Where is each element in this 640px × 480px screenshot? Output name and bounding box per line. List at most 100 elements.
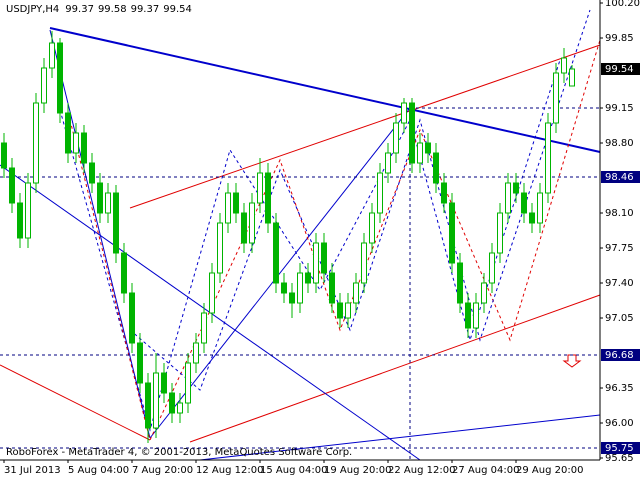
y-tick-label: 100.20 [605, 0, 640, 9]
candle-body [393, 122, 399, 154]
candle-body [105, 192, 111, 214]
chart-header: USDJPY,H4 99.37 99.58 99.37 99.54 [6, 4, 192, 15]
candle-body [529, 212, 535, 224]
candle-body [65, 112, 71, 154]
candle-body [417, 142, 423, 164]
candle-body [289, 292, 295, 304]
candle-body [257, 172, 263, 204]
header-close: 99.54 [163, 4, 192, 15]
x-tick-label: 31 Jul 2013 [4, 465, 61, 476]
x-tick-label: 19 Aug 20:00 [324, 465, 391, 476]
level-label: 98.46 [605, 172, 634, 183]
candle-body [209, 272, 215, 314]
candle-body [561, 57, 567, 74]
candle-body [153, 372, 159, 429]
x-tick-label: 22 Aug 12:00 [388, 465, 455, 476]
candle-body [425, 142, 431, 154]
candle-body [81, 132, 87, 164]
header-open: 99.37 [65, 4, 94, 15]
candle-body [545, 122, 551, 194]
candle-body [225, 192, 231, 224]
candle-body [457, 262, 463, 304]
footer: RoboForex - MetaTrader 4, © 2001-2013, M… [6, 447, 352, 458]
level-box [601, 171, 640, 183]
x-tick-label: 29 Aug 20:00 [516, 465, 583, 476]
candle-body [193, 342, 199, 364]
candle-body [49, 42, 55, 69]
candle-body [513, 182, 519, 194]
candle-body [201, 312, 207, 344]
candle-body [121, 252, 127, 294]
candle-body [409, 102, 415, 164]
candle-body [361, 242, 367, 284]
header-low: 99.37 [131, 4, 160, 15]
current-price: 99.54 [605, 64, 634, 75]
y-tick-label: 96.00 [605, 418, 634, 429]
candle-body [25, 182, 31, 239]
candle-body [433, 152, 439, 184]
y-tick-label: 98.10 [605, 208, 634, 219]
candle-body [345, 302, 351, 319]
y-tick-label: 97.40 [605, 278, 634, 289]
candle-body [17, 202, 23, 239]
candle-body [73, 132, 79, 154]
y-tick-label: 95.65 [605, 453, 634, 464]
candle-body [177, 402, 183, 414]
candle-body [337, 302, 343, 319]
candle-body [57, 42, 63, 114]
candle-body [161, 372, 167, 394]
level-box [601, 349, 640, 361]
x-tick-label: 15 Aug 04:00 [260, 465, 327, 476]
y-tick-label: 97.75 [605, 243, 634, 254]
x-tick-label: 7 Aug 20:00 [132, 465, 193, 476]
candle-body [569, 68, 575, 87]
header-high: 99.58 [98, 4, 127, 15]
candle-body [553, 72, 559, 124]
candle-body [377, 172, 383, 214]
candle-body [273, 222, 279, 284]
candle-body [241, 212, 247, 244]
candle-body [449, 202, 455, 264]
candle-body [321, 242, 327, 274]
candle-body [313, 242, 319, 284]
candle-body [89, 162, 95, 184]
y-tick-label: 97.05 [605, 313, 634, 324]
candle-body [9, 167, 15, 204]
x-tick-label: 12 Aug 12:00 [196, 465, 263, 476]
level-label: 96.68 [605, 350, 634, 361]
candle-body [145, 382, 151, 429]
x-tick-label: 27 Aug 04:00 [452, 465, 519, 476]
candle-body [169, 392, 175, 414]
level-label: 95.75 [605, 443, 634, 454]
candle-body [353, 282, 359, 304]
candle-body [217, 222, 223, 274]
candle-body [1, 142, 7, 169]
y-tick-label: 98.80 [605, 138, 634, 149]
candle-body [505, 182, 511, 214]
candle-body [297, 272, 303, 304]
candle-body [137, 342, 143, 384]
candle-body [441, 182, 447, 204]
candle-body [97, 182, 103, 214]
chart-title: USDJPY,H4 [6, 4, 59, 15]
candle-body [497, 212, 503, 254]
candle-body [473, 302, 479, 329]
candle-body [233, 192, 239, 214]
candle-body [305, 272, 311, 284]
candle-body [33, 102, 39, 184]
candle-body [281, 282, 287, 294]
level-box [601, 442, 640, 454]
candle-body [369, 212, 375, 244]
candle-body [185, 362, 191, 404]
candle-body [249, 202, 255, 244]
candle-body [401, 102, 407, 124]
candle-body [481, 282, 487, 304]
candle-body [489, 252, 495, 284]
candle-body [329, 272, 335, 304]
x-tick-label: 5 Aug 04:00 [68, 465, 129, 476]
y-tick-label: 99.85 [605, 33, 634, 44]
candle-body [129, 292, 135, 344]
candle-body [385, 152, 391, 174]
